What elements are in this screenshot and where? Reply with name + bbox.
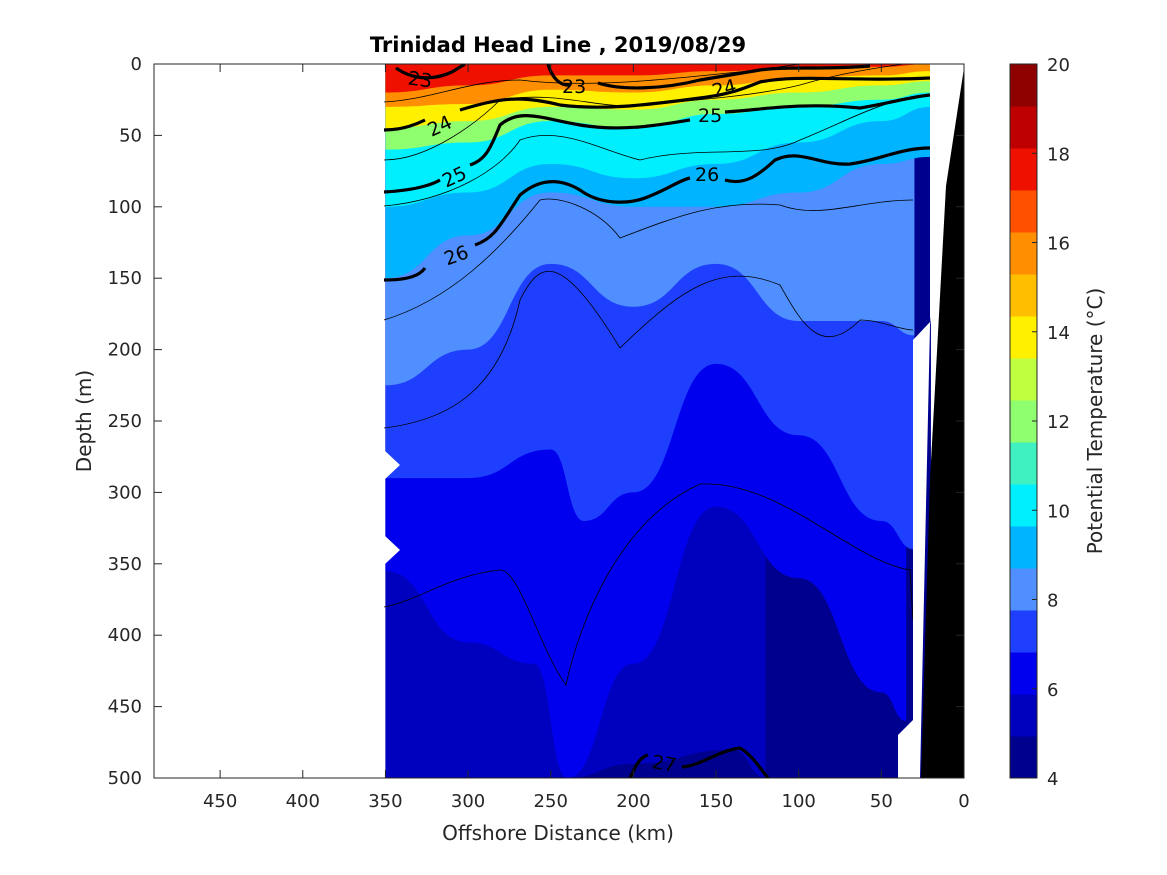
y-axis-label: Depth (m) bbox=[72, 370, 96, 472]
colorbar-tick-label: 8 bbox=[1047, 591, 1058, 612]
y-tick-label: 500 bbox=[108, 768, 142, 789]
x-tick-label: 0 bbox=[958, 791, 969, 812]
nearshore-white-gap bbox=[898, 64, 964, 778]
x-tick-label: 350 bbox=[368, 791, 402, 812]
colorbar-tick-label: 14 bbox=[1047, 323, 1070, 344]
colorbar-tick-label: 4 bbox=[1047, 769, 1058, 790]
y-tick-label: 350 bbox=[108, 554, 142, 575]
colorbar-swatch bbox=[1010, 148, 1037, 191]
unsampled-notch-lower bbox=[384, 535, 400, 565]
x-tick-label: 100 bbox=[782, 791, 816, 812]
contour-24 bbox=[383, 76, 931, 132]
density-contour-lines bbox=[383, 64, 931, 778]
colorbar-tick-label: 20 bbox=[1047, 55, 1070, 76]
contour-label-26-right: 26 bbox=[695, 164, 719, 186]
x-tick-label: 400 bbox=[286, 791, 320, 812]
y-axis: 0 50 100 150 200 250 300 350 400 450 500 bbox=[108, 54, 964, 789]
x-tick-label: 200 bbox=[616, 791, 650, 812]
colorbar-swatch bbox=[1010, 64, 1037, 107]
colorbar-swatch bbox=[1010, 316, 1037, 359]
colorbar-swatch bbox=[1010, 106, 1037, 149]
y-tick-label: 100 bbox=[108, 197, 142, 218]
contour-27 bbox=[628, 746, 770, 778]
y-tick-label: 50 bbox=[119, 125, 142, 146]
contour-label-23-right: 23 bbox=[562, 76, 586, 98]
colorbar-swatch bbox=[1010, 190, 1037, 233]
colorbar-swatch bbox=[1010, 736, 1037, 779]
colorbar: 4 6 8 10 12 14 16 18 20 bbox=[1009, 55, 1070, 790]
colorbar-swatch bbox=[1010, 442, 1037, 485]
y-tick-label: 200 bbox=[108, 340, 142, 361]
colorbar-tick-label: 18 bbox=[1047, 144, 1070, 165]
x-axis: 450 400 350 300 250 200 150 100 50 0 bbox=[203, 64, 970, 812]
x-tick-label: 150 bbox=[699, 791, 733, 812]
colorbar-swatch bbox=[1010, 274, 1037, 317]
colorbar-tick-label: 6 bbox=[1047, 680, 1058, 701]
colorbar-swatch bbox=[1010, 652, 1037, 695]
contour-23 bbox=[395, 64, 871, 90]
contour-label-27: 27 bbox=[650, 751, 678, 777]
plot-area: 23 23 24 24 25 25 26 26 27 bbox=[153, 63, 965, 779]
y-tick-label: 250 bbox=[108, 411, 142, 432]
chart-title: Trinidad Head Line , 2019/08/29 bbox=[370, 33, 746, 57]
temperature-band-16-18 bbox=[385, 64, 931, 93]
y-tick-label: 450 bbox=[108, 697, 142, 718]
y-tick-label: 150 bbox=[108, 268, 142, 289]
colorbar-swatch bbox=[1010, 484, 1037, 527]
y-tick-label: 0 bbox=[131, 54, 142, 75]
y-tick-label: 300 bbox=[108, 482, 142, 503]
x-axis-label: Offshore Distance (km) bbox=[442, 821, 674, 845]
x-tick-label: 250 bbox=[534, 791, 568, 812]
contour-label-25-right: 25 bbox=[698, 105, 722, 127]
unsampled-notch-upper bbox=[384, 450, 400, 480]
x-tick-label: 50 bbox=[870, 791, 893, 812]
colorbar-swatch bbox=[1010, 526, 1037, 569]
colorbar-tick-label: 12 bbox=[1047, 412, 1070, 433]
colorbar-swatch bbox=[1010, 694, 1037, 737]
colorbar-swatch bbox=[1010, 232, 1037, 275]
contour-26 bbox=[383, 146, 931, 282]
seafloor-bathymetry bbox=[921, 68, 964, 778]
colorbar-tick-label: 10 bbox=[1047, 501, 1070, 522]
x-tick-label: 300 bbox=[451, 791, 485, 812]
x-tick-label: 450 bbox=[203, 791, 237, 812]
contour-label-23-left: 23 bbox=[407, 67, 434, 92]
colorbar-swatch bbox=[1010, 610, 1037, 653]
colorbar-swatch bbox=[1010, 568, 1037, 611]
colorbar-tick-label: 16 bbox=[1047, 234, 1070, 255]
colorbar-label: Potential Temperature (°C) bbox=[1083, 288, 1107, 555]
y-tick-label: 400 bbox=[108, 625, 142, 646]
contour-25 bbox=[383, 93, 931, 194]
colorbar-swatch bbox=[1010, 358, 1037, 401]
